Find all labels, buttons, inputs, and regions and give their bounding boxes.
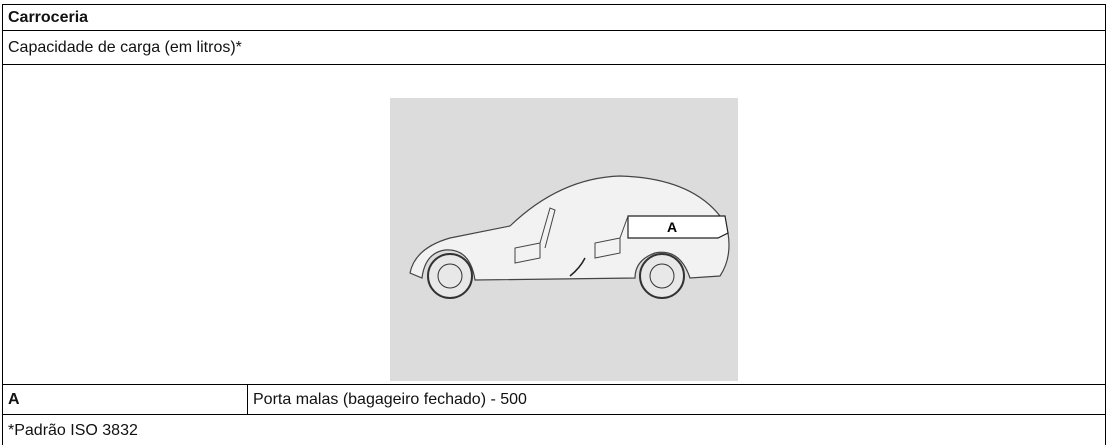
header-title: Carroceria: [8, 8, 89, 26]
row-value: Porta malas (bagageiro fechado) - 500: [253, 390, 527, 408]
header-row: Carroceria: [2, 4, 1106, 30]
footnote-row: *Padrão ISO 3832: [2, 414, 1106, 445]
data-row: A Porta malas (bagageiro fechado) - 500: [2, 384, 1106, 414]
caption-row: Capacidade de carga (em litros)*: [2, 30, 1106, 64]
row-key: A: [3, 385, 248, 414]
figure-row: A: [2, 64, 1106, 384]
caption: Capacidade de carga (em litros)*: [8, 38, 242, 56]
car-illustration: A: [390, 98, 738, 381]
footnote: *Padrão ISO 3832: [8, 421, 138, 439]
figure-label: A: [667, 219, 677, 235]
